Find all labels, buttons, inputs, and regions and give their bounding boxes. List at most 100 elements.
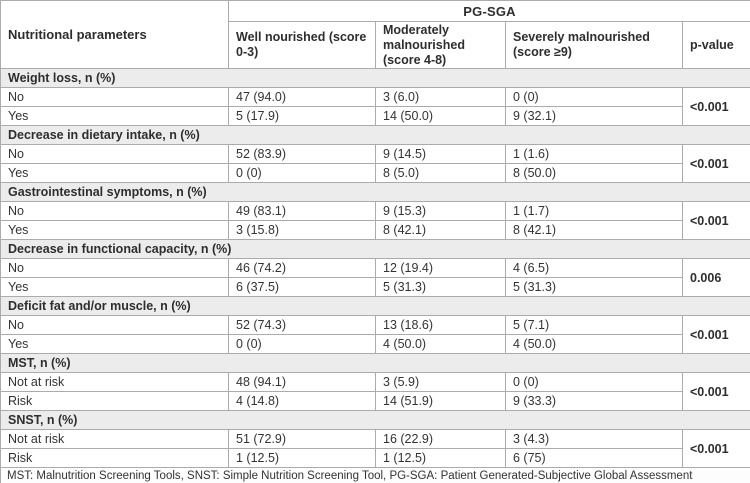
row-label: Yes (0, 277, 229, 298)
cell-value: 9 (33.3) (505, 391, 683, 412)
column-header-severely-malnourished: Severely malnourished (score ≥9) (505, 20, 683, 70)
cell-value: 16 (22.9) (375, 429, 506, 450)
table-row: No 47 (94.0) 3 (6.0) 0 (0) <0.001 (0, 87, 750, 127)
section-title: Decrease in dietary intake, n (%) (0, 125, 750, 146)
table-row: No 52 (74.3) 13 (18.6) 5 (7.1) <0.001 (0, 315, 750, 355)
cell-value: 3 (5.9) (375, 372, 506, 393)
table-row: No 49 (83.1) 9 (15.3) 1 (1.7) <0.001 (0, 201, 750, 241)
column-header-p-value: p-value (681, 20, 750, 70)
cell-value: 48 (94.1) (228, 372, 376, 393)
section-header-row: Deficit fat and/or muscle, n (%) (0, 296, 750, 317)
cell-value: 3 (6.0) (375, 87, 506, 108)
cell-value: 14 (50.0) (375, 106, 506, 127)
cell-value: 0 (0) (228, 163, 376, 184)
row-label: Yes (0, 220, 229, 241)
column-header-nutritional-parameters: Nutritional parameters (0, 0, 229, 70)
row-label: Yes (0, 106, 229, 127)
cell-value: 9 (15.3) (375, 201, 506, 222)
table-row: No 52 (83.9) 9 (14.5) 1 (1.6) <0.001 (0, 144, 750, 184)
row-label: Yes (0, 163, 229, 184)
cell-value: 1 (12.5) (228, 448, 376, 469)
cell-value: 14 (51.9) (375, 391, 506, 412)
row-label: Risk (0, 448, 229, 469)
cell-value: 5 (31.3) (505, 277, 683, 298)
p-value-cell: <0.001 (681, 201, 750, 241)
table-row: Yes 6 (37.5) 5 (31.3) 5 (31.3) (0, 277, 750, 298)
cell-value: 4 (50.0) (505, 334, 683, 355)
cell-value: 12 (19.4) (375, 258, 506, 279)
cell-value: 1 (1.7) (505, 201, 683, 222)
cell-value: 5 (31.3) (375, 277, 506, 298)
cell-value: 47 (94.0) (228, 87, 376, 108)
cell-value: 52 (83.9) (228, 144, 376, 165)
cell-value: 49 (83.1) (228, 201, 376, 222)
cell-value: 4 (6.5) (505, 258, 683, 279)
row-label: Risk (0, 391, 229, 412)
section-title: SNST, n (%) (0, 410, 750, 431)
p-value-cell: <0.001 (681, 315, 750, 355)
section-title: MST, n (%) (0, 353, 750, 374)
section-header-row: SNST, n (%) (0, 410, 750, 431)
p-value-cell: 0.006 (681, 258, 750, 298)
section-title: Deficit fat and/or muscle, n (%) (0, 296, 750, 317)
row-label: Yes (0, 334, 229, 355)
table-row: No 46 (74.2) 12 (19.4) 4 (6.5) 0.006 (0, 258, 750, 298)
table-header: Nutritional parameters PG-SGA Well nouri… (0, 0, 750, 70)
column-group-header-pg-sga: PG-SGA (227, 0, 750, 22)
cell-value: 6 (75) (505, 448, 683, 469)
section-title: Gastrointestinal symptoms, n (%) (0, 182, 750, 203)
row-label: No (0, 87, 229, 108)
cell-value: 5 (17.9) (228, 106, 376, 127)
table-row: Not at risk 48 (94.1) 3 (5.9) 0 (0) <0.001 (0, 372, 750, 412)
row-label: No (0, 258, 229, 279)
footnote-row: MST: Malnutrition Screening Tools, SNST:… (0, 467, 750, 483)
cell-value: 3 (4.3) (505, 429, 683, 450)
cell-value: 1 (12.5) (375, 448, 506, 469)
row-label: No (0, 201, 229, 222)
table-footer: MST: Malnutrition Screening Tools, SNST:… (0, 467, 750, 483)
cell-value: 0 (0) (228, 334, 376, 355)
column-header-moderately-malnourished: Moderately malnourished (score 4-8) (375, 20, 506, 70)
cell-value: 8 (42.1) (505, 220, 683, 241)
table-row: Not at risk 51 (72.9) 16 (22.9) 3 (4.3) <0.0… (0, 429, 750, 469)
p-value-cell: <0.001 (681, 87, 750, 127)
cell-value: 8 (42.1) (375, 220, 506, 241)
p-value-cell: <0.001 (681, 372, 750, 412)
row-label: Not at risk (0, 429, 229, 450)
table-row: Yes 0 (0) 4 (50.0) 4 (50.0) (0, 334, 750, 355)
table-row: Yes 3 (15.8) 8 (42.1) 8 (42.1) (0, 220, 750, 241)
row-label: No (0, 315, 229, 336)
cell-value: 51 (72.9) (228, 429, 376, 450)
cell-value: 5 (7.1) (505, 315, 683, 336)
cell-value: 9 (32.1) (505, 106, 683, 127)
cell-value: 46 (74.2) (228, 258, 376, 279)
cell-value: 4 (50.0) (375, 334, 506, 355)
row-label: Not at risk (0, 372, 229, 393)
row-label: No (0, 144, 229, 165)
group-header-row: Nutritional parameters PG-SGA (0, 0, 750, 70)
section-header-row: MST, n (%) (0, 353, 750, 374)
section-title: Weight loss, n (%) (0, 68, 750, 89)
cell-value: 0 (0) (505, 372, 683, 393)
table-row: Yes 5 (17.9) 14 (50.0) 9 (32.1) (0, 106, 750, 127)
cell-value: 8 (50.0) (505, 163, 683, 184)
p-value-cell: <0.001 (681, 429, 750, 469)
cell-value: 9 (14.5) (375, 144, 506, 165)
cell-value: 52 (74.3) (228, 315, 376, 336)
cell-value: 4 (14.8) (228, 391, 376, 412)
cell-value: 3 (15.8) (228, 220, 376, 241)
table-row: Yes 0 (0) 8 (5.0) 8 (50.0) (0, 163, 750, 184)
p-value-cell: <0.001 (681, 144, 750, 184)
table-row: Risk 1 (12.5) 1 (12.5) 6 (75) (0, 448, 750, 469)
section-title: Decrease in functional capacity, n (%) (0, 239, 750, 260)
section-header-row: Weight loss, n (%) (0, 68, 750, 89)
table-body: Weight loss, n (%) No 47 (94.0) 3 (6.0) 0 (0… (0, 68, 750, 469)
section-header-row: Decrease in functional capacity, n (%) (0, 239, 750, 260)
table-row: Risk 4 (14.8) 14 (51.9) 9 (33.3) (0, 391, 750, 412)
column-header-well-nourished: Well nourished (score 0-3) (228, 20, 376, 70)
cell-value: 8 (5.0) (375, 163, 506, 184)
section-header-row: Decrease in dietary intake, n (%) (0, 125, 750, 146)
subheader-row: Well nourished (score 0-3) Moderately ma… (1, 20, 750, 70)
